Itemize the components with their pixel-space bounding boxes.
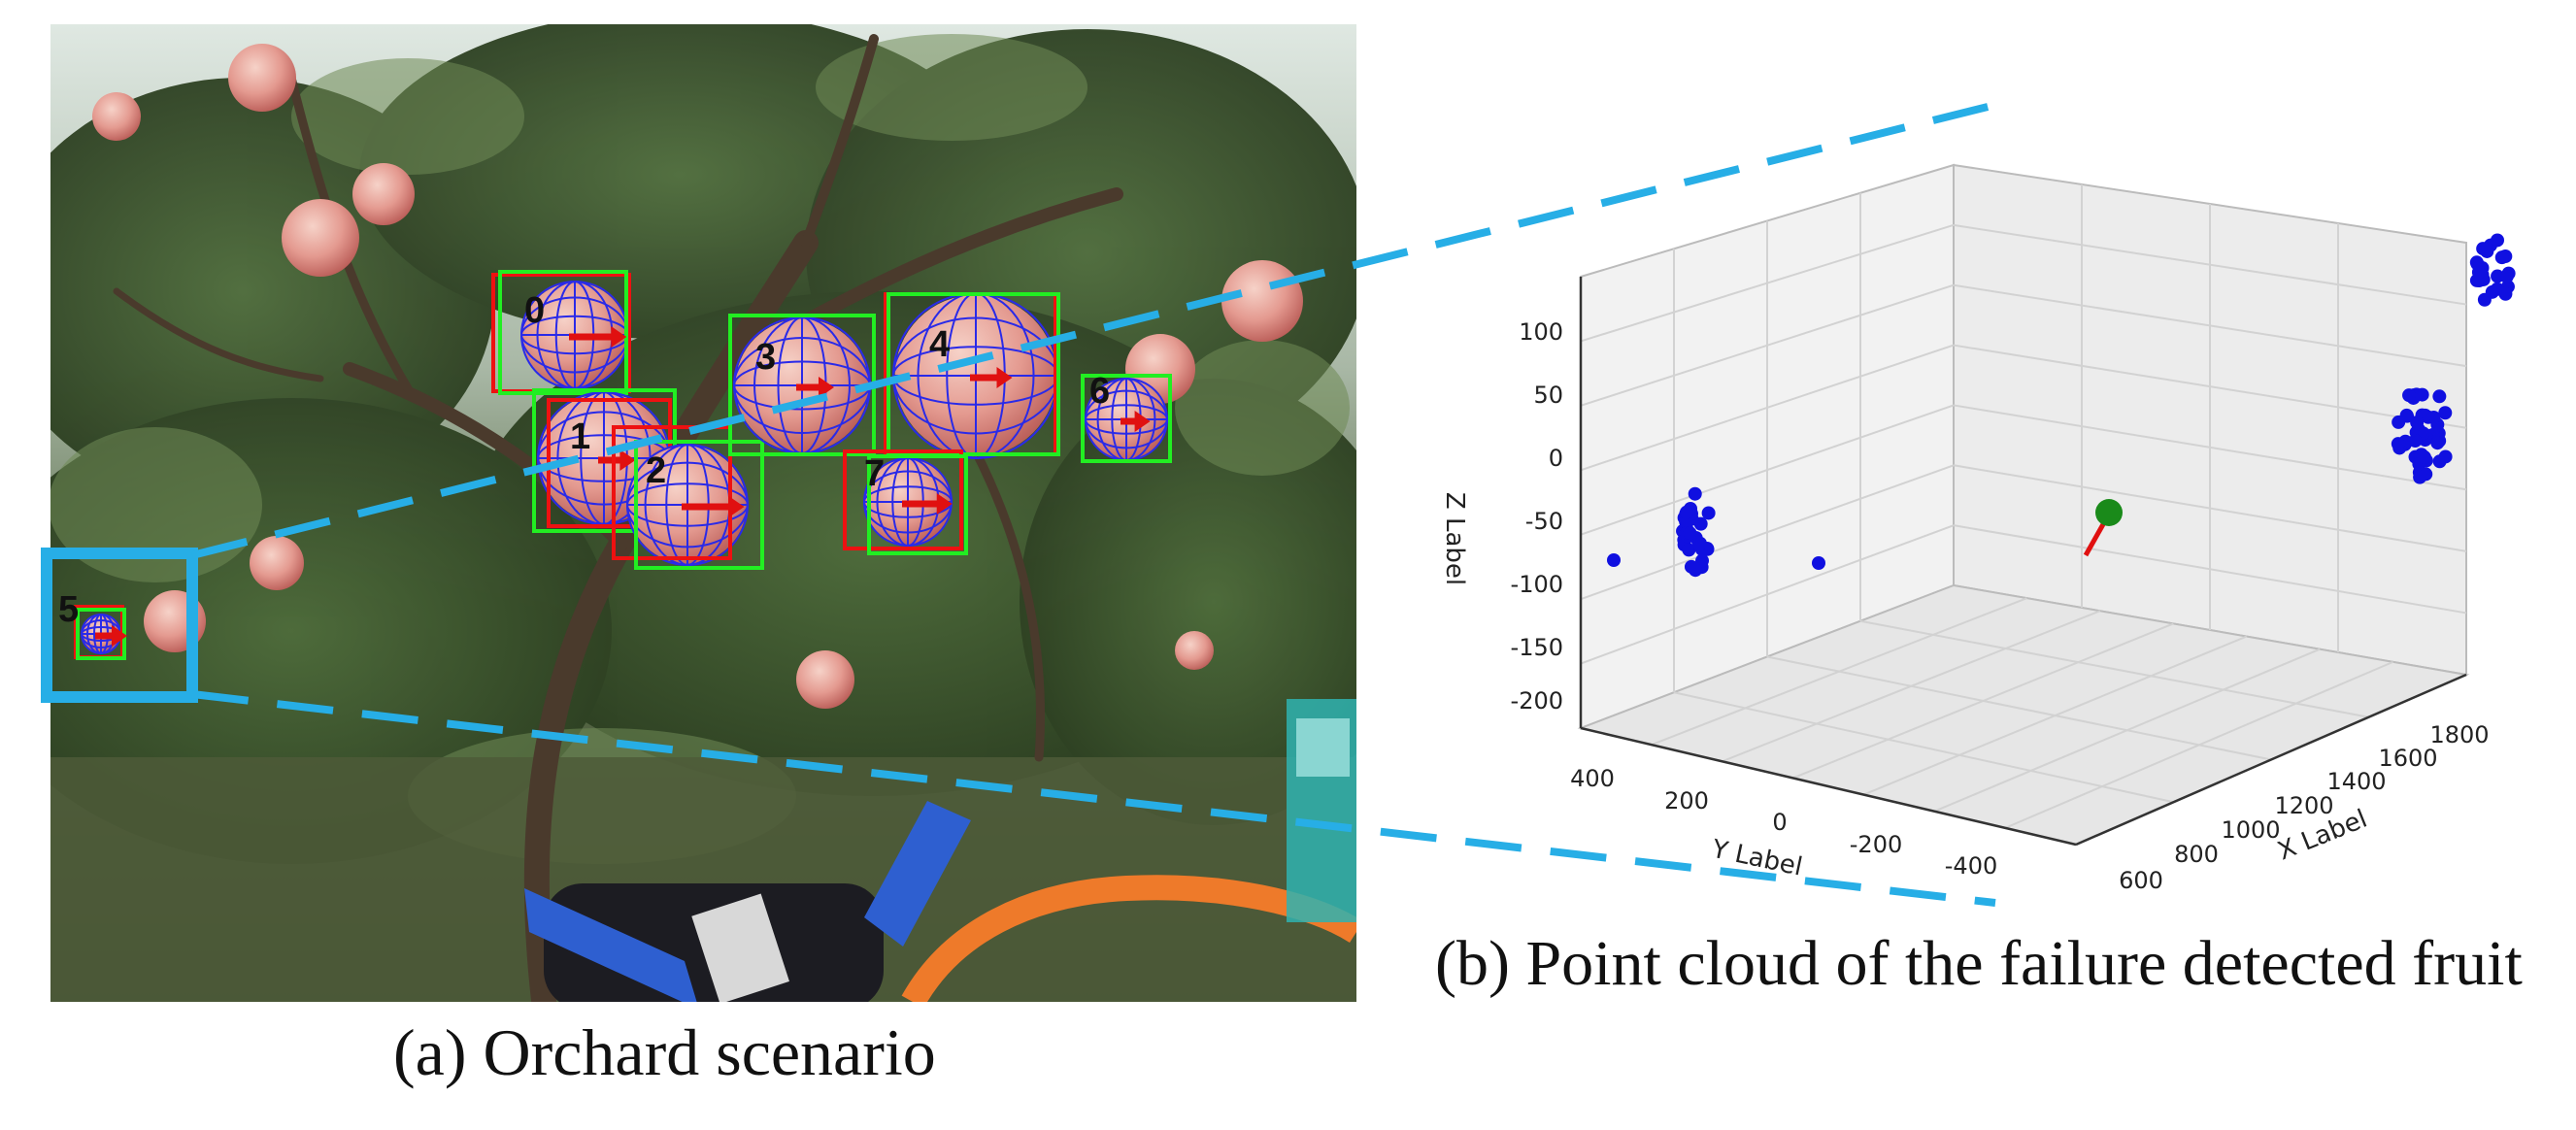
robot-gripper bbox=[524, 801, 1356, 1002]
approach-arrow-head bbox=[611, 326, 627, 348]
x-axis-line bbox=[2075, 673, 2467, 847]
cloud-point bbox=[2392, 415, 2406, 429]
cloud-point bbox=[1688, 486, 1702, 501]
fruit-id-label: 3 bbox=[755, 337, 776, 378]
fruit-id-label: 1 bbox=[570, 416, 590, 457]
approach-arrow-head bbox=[936, 493, 953, 515]
z-tick-label: -50 bbox=[1525, 508, 1563, 535]
approach-arrow-head bbox=[996, 367, 1013, 388]
z-tick-label: 50 bbox=[1533, 382, 1563, 409]
cloud-point bbox=[2499, 269, 2514, 283]
fruit-id-label: 5 bbox=[58, 589, 79, 630]
fruit-id-label: 7 bbox=[864, 453, 885, 494]
cloud-point bbox=[2402, 388, 2417, 403]
cloud-point bbox=[1695, 553, 1710, 568]
cloud-point bbox=[2430, 436, 2445, 450]
fruit-detection: 4 bbox=[884, 292, 1060, 459]
cloud-point bbox=[2469, 255, 2484, 270]
x-tick-label: 1600 bbox=[2378, 745, 2437, 772]
caption-a: (a) Orchard scenario bbox=[393, 1015, 936, 1089]
approach-arrow-head bbox=[619, 449, 636, 471]
detection-overlay: 0 1 2 3 4 5 6 7 bbox=[58, 270, 1172, 660]
cloud-point bbox=[1701, 506, 1716, 520]
detection-box bbox=[634, 440, 764, 570]
cloud-point bbox=[1679, 505, 1693, 519]
cart bbox=[1287, 699, 1356, 922]
cloud-point bbox=[1691, 538, 1706, 552]
cloud-point bbox=[1812, 556, 1825, 570]
y-axis-line bbox=[1580, 726, 2077, 847]
fruit-id-label: 0 bbox=[524, 290, 545, 331]
cloud-point bbox=[2490, 233, 2504, 248]
y-tick-label: 400 bbox=[1570, 765, 1615, 792]
cloud-point bbox=[2417, 449, 2431, 464]
detection-box bbox=[1081, 374, 1172, 463]
x-tick-label: 1400 bbox=[2326, 768, 2386, 795]
x-tick-label: 600 bbox=[2119, 867, 2163, 894]
fruit-detection: 6 bbox=[1081, 371, 1172, 463]
x-tick-label: 1800 bbox=[2429, 721, 2489, 748]
fruit-detection: 5 bbox=[58, 589, 127, 660]
approach-arrow-head bbox=[112, 625, 127, 647]
raw-box bbox=[843, 449, 963, 550]
cloud-point bbox=[2438, 406, 2453, 420]
detection-box bbox=[867, 454, 968, 555]
detection-box bbox=[887, 292, 1060, 456]
y-tick-label: -400 bbox=[1945, 852, 1997, 880]
cloud-point bbox=[2419, 467, 2433, 482]
zoom-connector-lines bbox=[191, 101, 1996, 907]
approach-arrow-head bbox=[819, 377, 834, 398]
raw-box bbox=[612, 425, 732, 560]
fruit-detection: 2 bbox=[612, 425, 764, 570]
cloud-point bbox=[2476, 242, 2491, 256]
cloud-point bbox=[1693, 516, 1708, 531]
z-tick-label: -200 bbox=[1511, 687, 1563, 715]
fruit-detection: 7 bbox=[843, 449, 968, 555]
approach-arrow-head bbox=[728, 496, 745, 517]
cloud-point bbox=[1682, 543, 1696, 557]
cloud-point bbox=[2432, 454, 2447, 469]
highlight-box bbox=[41, 548, 198, 703]
z-tick-label: 100 bbox=[1519, 318, 1563, 346]
cloud-point bbox=[2494, 250, 2509, 265]
point-cloud bbox=[1607, 233, 2516, 578]
x-tick-label: 1000 bbox=[2221, 816, 2280, 844]
cloud-point bbox=[2432, 389, 2447, 404]
cloud-point bbox=[1607, 553, 1621, 567]
caption-b: (b) Point cloud of the failure detected … bbox=[1435, 928, 2523, 999]
x-tick-label: 800 bbox=[2174, 841, 2219, 868]
z-tick-label: 0 bbox=[1549, 445, 1563, 472]
y-tick-label: -200 bbox=[1850, 831, 1902, 858]
cloud-point bbox=[2408, 434, 2423, 449]
z-tick-label: -100 bbox=[1511, 571, 1563, 598]
z-tick-label: -150 bbox=[1511, 634, 1563, 661]
cloud-point bbox=[1689, 563, 1703, 578]
cloud-point bbox=[2391, 437, 2405, 451]
y-tick-label: 0 bbox=[1772, 809, 1787, 836]
fruit-center-point bbox=[2095, 499, 2123, 526]
point-cloud-chart: 100 50 0 -50 -100 -150 -200 400 200 0 -200 -400 600 8… bbox=[1440, 163, 2516, 894]
cloud-point bbox=[1683, 526, 1697, 541]
cloud-point bbox=[2498, 286, 2513, 301]
y-tick-label: 200 bbox=[1664, 787, 1709, 814]
fruit-detection: 0 bbox=[491, 270, 631, 395]
fruit-id-label: 2 bbox=[646, 450, 666, 491]
z-axis-label: Z Label bbox=[1440, 492, 1469, 585]
fruit-id-label: 4 bbox=[929, 324, 950, 365]
orchard-photo bbox=[50, 24, 1356, 1002]
detection-box bbox=[498, 270, 628, 395]
fruit-id-label: 6 bbox=[1089, 371, 1110, 412]
cloud-point bbox=[2410, 415, 2425, 430]
approach-arrow-head bbox=[1134, 411, 1151, 432]
x-tick-label: 1200 bbox=[2274, 792, 2333, 819]
